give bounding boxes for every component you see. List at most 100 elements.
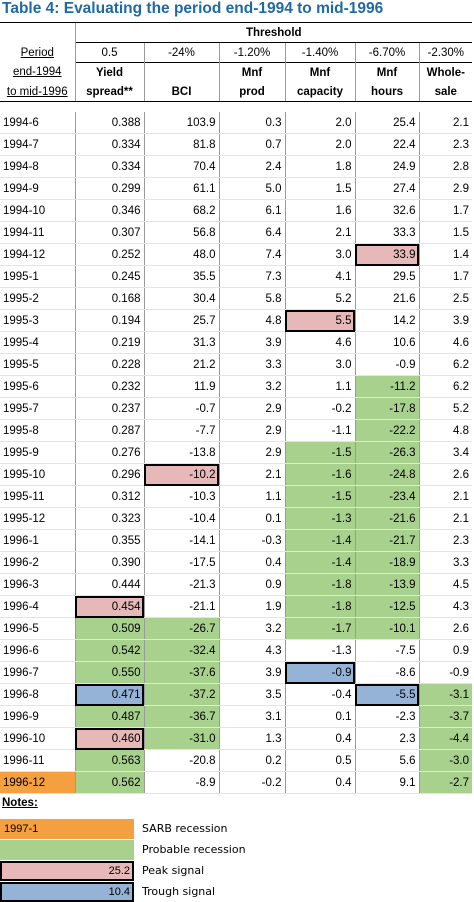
value-cell: -0.9	[354, 353, 419, 376]
value-cell: 0.355	[74, 529, 144, 552]
period-cell: 1995-1	[0, 265, 75, 288]
period-cell: 1995-12	[0, 507, 75, 530]
signal-table: Threshold Period 0.5 -24% -1.20% -1.40% …	[0, 22, 473, 794]
value-cell: 0.276	[74, 441, 144, 464]
value-cell: -17.5	[143, 551, 219, 574]
value-cell: 1.1	[218, 485, 285, 508]
value-cell: 2.1	[418, 507, 473, 530]
value-cell: 0.2	[218, 749, 285, 772]
table-row: 1995-8 0.287 -7.7 2.9 -1.1 -22.2 4.8	[0, 419, 473, 442]
period-cell: 1994-12	[0, 243, 75, 266]
value-cell: 3.2	[218, 375, 285, 398]
value-cell: 0.563	[74, 749, 144, 772]
table-row: 1994-8 0.334 70.4 2.4 1.8 24.9 2.8	[0, 155, 473, 178]
value-cell: 11.9	[143, 375, 219, 398]
value-cell: 1.5	[418, 221, 473, 244]
value-cell: 3.9	[218, 661, 285, 684]
threshold-value: -24%	[143, 42, 219, 63]
table-row: 1996-3 0.444 -21.3 0.9 -1.8 -13.9 4.5	[0, 573, 473, 596]
threshold-label: Threshold	[74, 22, 473, 43]
value-cell: 2.3	[354, 727, 419, 750]
column-label: Mnf	[354, 62, 419, 82]
value-cell: -20.8	[143, 749, 219, 772]
value-cell: -0.2	[284, 397, 355, 420]
value-cell: 4.3	[418, 595, 473, 618]
value-cell: 0.299	[74, 177, 144, 200]
value-cell: 7.4	[218, 243, 285, 266]
value-cell: -7.7	[143, 419, 219, 442]
value-cell: 1.7	[418, 199, 473, 222]
value-cell: 5.8	[218, 287, 285, 310]
value-cell: -21.3	[143, 573, 219, 596]
value-cell: -21.6	[354, 507, 419, 530]
value-cell: 0.228	[74, 353, 144, 376]
value-cell: -0.2	[218, 771, 285, 794]
value-cell: -31.0	[143, 727, 219, 750]
value-cell: 4.8	[418, 419, 473, 442]
period-cell: 1996-12	[0, 771, 75, 794]
value-cell: 5.5	[284, 309, 355, 332]
legend-label: SARB recession	[142, 822, 228, 835]
period-cell: 1996-4	[0, 595, 75, 618]
legend-swatch: 25.2	[0, 861, 134, 881]
period-cell: 1996-2	[0, 551, 75, 574]
value-cell: -36.7	[143, 705, 219, 728]
value-cell: 3.5	[218, 683, 285, 706]
value-cell: 30.4	[143, 287, 219, 310]
threshold-value: 0.5	[74, 42, 144, 63]
value-cell: 4.8	[218, 309, 285, 332]
value-cell: 103.9	[143, 112, 219, 134]
period-header-line3: to mid-1996	[0, 82, 75, 102]
value-cell: -37.2	[143, 683, 219, 706]
value-cell: 4.5	[418, 573, 473, 596]
period-cell: 1996-5	[0, 617, 75, 640]
period-header-line1: Period	[20, 46, 54, 59]
value-cell: 0.550	[74, 661, 144, 684]
value-cell: 0.487	[74, 705, 144, 728]
value-cell: 3.3	[218, 353, 285, 376]
column-label: Whole-	[418, 62, 473, 82]
value-cell: 5.2	[418, 397, 473, 420]
period-cell: 1995-8	[0, 419, 75, 442]
value-cell: 0.4	[284, 727, 355, 750]
threshold-value: -6.70%	[354, 42, 419, 63]
value-cell: 2.8	[418, 155, 473, 178]
legend-label: Peak signal	[142, 864, 205, 877]
value-cell: -8.6	[354, 661, 419, 684]
value-cell: 5.6	[354, 749, 419, 772]
value-cell: 0.444	[74, 573, 144, 596]
value-cell: -21.1	[143, 595, 219, 618]
period-cell: 1996-11	[0, 749, 75, 772]
table-row: 1994-11 0.307 56.8 6.4 2.1 33.3 1.5	[0, 221, 473, 244]
value-cell: 3.3	[418, 551, 473, 574]
value-cell: -4.4	[418, 727, 473, 750]
table-row: 1995-5 0.228 21.2 3.3 3.0 -0.9 6.2	[0, 353, 473, 376]
period-cell: 1996-6	[0, 639, 75, 662]
table-row: 1994-10 0.346 68.2 6.1 1.6 32.6 1.7	[0, 199, 473, 222]
value-cell: 0.168	[74, 287, 144, 310]
value-cell: 2.9	[218, 419, 285, 442]
value-cell: 2.5	[418, 287, 473, 310]
value-cell: -1.1	[284, 419, 355, 442]
value-cell: 0.312	[74, 485, 144, 508]
value-cell: 61.1	[143, 177, 219, 200]
period-cell: 1994-8	[0, 155, 75, 178]
table-row: 1994-12 0.252 48.0 7.4 3.0 33.9 1.4	[0, 243, 473, 266]
value-cell: 21.2	[143, 353, 219, 376]
value-cell: 68.2	[143, 199, 219, 222]
value-cell: -1.3	[284, 507, 355, 530]
value-cell: 2.1	[284, 221, 355, 244]
period-cell: 1996-7	[0, 661, 75, 684]
value-cell: 81.8	[143, 133, 219, 156]
value-cell: 0.4	[218, 551, 285, 574]
value-cell: -13.9	[354, 573, 419, 596]
value-cell: 3.0	[284, 243, 355, 266]
value-cell: 0.1	[284, 705, 355, 728]
value-cell: -26.3	[354, 441, 419, 464]
period-cell: 1994-7	[0, 133, 75, 156]
value-cell: -13.8	[143, 441, 219, 464]
table-title: Table 4: Evaluating the period end-1994 …	[2, 0, 384, 17]
value-cell: 6.4	[218, 221, 285, 244]
value-cell: -26.7	[143, 617, 219, 640]
legend-swatch: 10.4	[0, 882, 134, 902]
